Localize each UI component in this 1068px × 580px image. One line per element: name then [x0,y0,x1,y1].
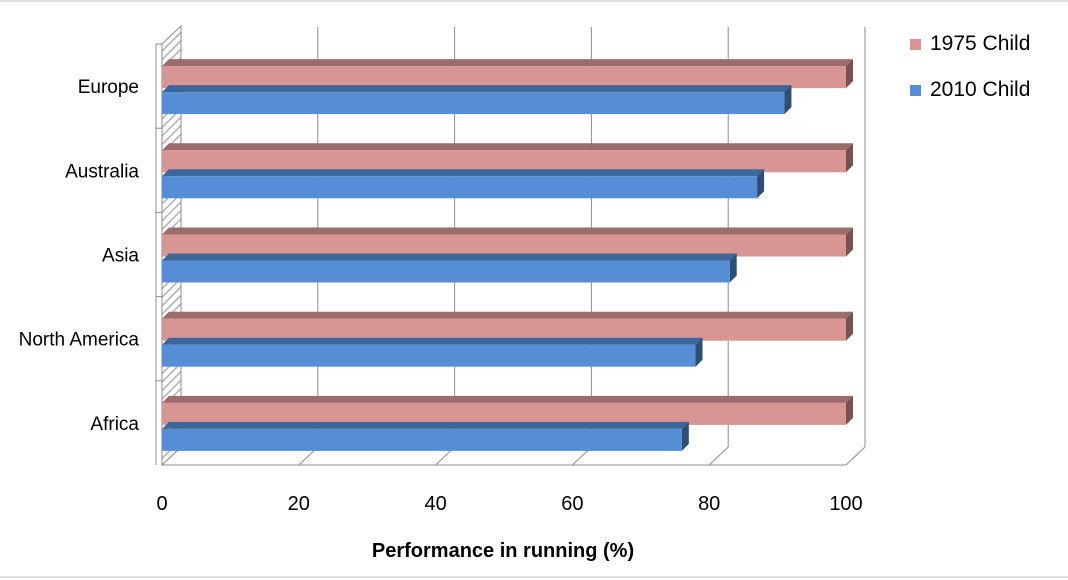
bar-front-face [162,428,682,451]
bar-top-face [162,59,853,67]
bar-front-face [162,344,696,367]
category-label: Europe [78,77,139,98]
bar-2010-child-europe [162,85,792,115]
bar-1975-child-australia [162,143,853,173]
bar-1975-child-asia [162,227,853,257]
bar-front-face [162,92,785,115]
bar-side-face [846,311,853,341]
bar-side-face [695,337,703,367]
category-label: Asia [102,246,139,267]
bar-top-face [162,85,792,93]
x-tick-label-40: 40 [424,493,446,515]
x-tick-label-80: 80 [698,493,720,515]
bar-top-face [162,311,853,319]
bar-2010-child-australia [162,169,765,199]
legend-swatch [910,85,921,96]
legend-label: 2010 Child [930,78,1030,101]
x-tick-label-0: 0 [156,493,167,515]
bar-side-face [846,143,853,173]
bar-side-face [729,253,737,283]
x-tick-label-20: 20 [288,493,310,515]
axis-labels: 0 20 40 60 80 100 Europe Australia Asia North Ame… [19,77,863,515]
category-label: Africa [90,414,139,435]
bar-1975-child-europe [162,59,853,89]
bar-side-face [784,85,792,115]
x-axis-title: Performance in running (%) [372,540,634,562]
bar-1975-child-north-america [162,311,853,341]
bar-front-face [162,318,846,341]
floor-line-100 [845,446,866,466]
x-tick-label-100: 100 [829,493,862,515]
bar-side-face [846,59,853,89]
legend-label: 1975 Child [930,32,1030,55]
bar-front-face [162,234,846,257]
bar-top-face [162,421,689,429]
bar-side-face [681,421,689,451]
bar-front-face [162,260,730,283]
bar-2010-child-africa [162,421,689,451]
bar-front-face [162,150,846,173]
bar-top-face [162,253,737,261]
bar-front-face [162,66,846,89]
bar-top-face [162,395,853,403]
bar-top-face [162,337,703,345]
bar-top-face [162,143,853,151]
x-tick-label-60: 60 [561,493,583,515]
bar-front-face [162,176,758,199]
bar-side-face [846,227,853,257]
floor-line-80 [708,446,729,466]
bar-side-face [846,395,853,425]
bar-side-face [757,169,765,199]
bar-top-face [162,227,853,235]
bar-2010-child-asia [162,253,737,283]
bar-front-face [162,402,846,425]
bars [162,59,853,451]
legend: 1975 Child 2010 Child [910,32,1030,101]
category-label: Australia [65,161,139,182]
category-label: North America [19,330,140,351]
bar-top-face [162,169,765,177]
bar-1975-child-africa [162,395,853,425]
legend-swatch [910,39,921,50]
bar-2010-child-north-america [162,337,703,367]
